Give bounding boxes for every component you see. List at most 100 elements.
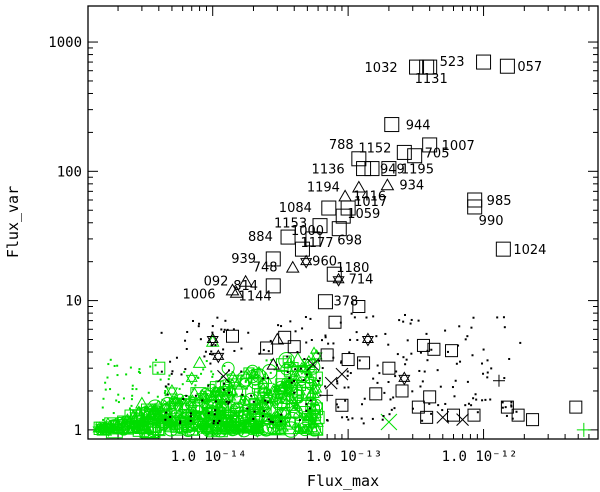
black-dot	[214, 400, 217, 403]
green-dot	[109, 358, 112, 361]
black-dot	[404, 363, 407, 366]
green-dot	[234, 391, 237, 394]
black-dot	[437, 404, 440, 407]
black-dot	[511, 417, 514, 420]
green-dot	[231, 379, 234, 382]
black-dot	[324, 336, 327, 339]
black-dot	[160, 331, 163, 334]
black-dot	[308, 407, 311, 410]
labeled-marker	[380, 178, 395, 191]
green-cloud-marker	[310, 405, 320, 415]
black-dot	[303, 357, 306, 360]
black-marker	[569, 400, 583, 414]
green-dot	[203, 408, 206, 411]
black-dot	[346, 370, 349, 373]
green-cloud-marker	[268, 422, 282, 435]
black-dot	[348, 351, 351, 354]
point-label: 1194	[307, 180, 340, 195]
black-dot	[269, 420, 272, 423]
black-dot	[335, 403, 338, 406]
black-dot	[340, 360, 343, 363]
green-dot	[125, 373, 128, 376]
green-dot	[112, 412, 115, 415]
black-marker	[266, 357, 281, 370]
black-dot	[301, 327, 304, 330]
black-dot	[209, 362, 212, 365]
green-cloud-marker	[178, 409, 196, 426]
black-dot	[504, 406, 507, 409]
black-dot	[501, 406, 504, 409]
point-label: 092	[204, 275, 229, 290]
black-dot	[464, 404, 467, 407]
black-dot	[267, 418, 270, 421]
labeled-marker	[409, 59, 425, 75]
black-dot	[240, 347, 243, 350]
black-dot	[347, 386, 350, 389]
green-dot	[141, 417, 144, 420]
black-dot	[404, 313, 407, 316]
green-dot	[253, 394, 256, 397]
green-marker	[144, 408, 158, 421]
black-dot	[411, 407, 414, 410]
point-label: 814	[233, 279, 258, 294]
green-dot	[204, 396, 207, 399]
point-label: 1000	[291, 224, 324, 239]
black-dot	[227, 402, 230, 405]
green-dot	[242, 408, 245, 411]
green-cloud-marker	[203, 404, 218, 419]
green-dot	[276, 424, 279, 427]
green-dot	[286, 406, 289, 409]
green-marker	[152, 361, 166, 375]
black-dot	[180, 373, 183, 376]
black-dot	[444, 329, 447, 332]
green-dot	[200, 394, 203, 397]
y-tick-label: 1	[74, 423, 82, 439]
black-dot	[179, 420, 182, 423]
labeled-marker	[229, 285, 244, 298]
green-cloud-marker	[212, 420, 227, 437]
green-dot	[104, 388, 107, 391]
green-dot	[283, 427, 286, 430]
black-marker	[287, 340, 301, 354]
black-dot	[481, 399, 484, 402]
black-marker	[341, 353, 355, 367]
black-dot	[302, 379, 305, 382]
labeled-marker	[338, 189, 352, 202]
point-label: 884	[248, 230, 273, 245]
green-dot	[107, 363, 110, 366]
green-dot	[242, 421, 245, 424]
green-marker	[176, 413, 190, 427]
black-dot	[252, 417, 255, 420]
black-dot	[423, 370, 426, 373]
black-dot	[454, 379, 457, 382]
black-dot	[211, 325, 214, 328]
black-dot	[194, 394, 197, 397]
green-dot	[160, 418, 163, 421]
green-dot	[275, 397, 278, 400]
black-dot	[490, 367, 493, 370]
green-dot	[245, 387, 248, 390]
black-dot	[508, 357, 511, 360]
black-dot	[358, 359, 361, 362]
green-dot	[210, 395, 213, 398]
black-marker	[335, 367, 349, 381]
green-marker	[192, 355, 207, 368]
black-dot	[218, 419, 221, 422]
black-marker	[352, 300, 366, 314]
green-cloud-marker	[300, 424, 312, 434]
green-cloud-marker	[272, 399, 283, 410]
labeled-marker	[499, 58, 515, 74]
green-cloud-marker	[302, 410, 315, 422]
green-dot	[156, 371, 159, 374]
green-cloud-marker	[308, 422, 324, 436]
black-dot	[392, 396, 395, 399]
green-dot	[265, 359, 268, 362]
black-dot	[453, 395, 456, 398]
green-dot	[267, 405, 270, 408]
black-dot	[459, 360, 462, 363]
green-cloud-marker	[146, 417, 162, 434]
green-dot	[164, 389, 167, 392]
green-dot	[164, 403, 167, 406]
green-cloud-marker	[291, 373, 301, 382]
green-dot	[130, 404, 133, 407]
